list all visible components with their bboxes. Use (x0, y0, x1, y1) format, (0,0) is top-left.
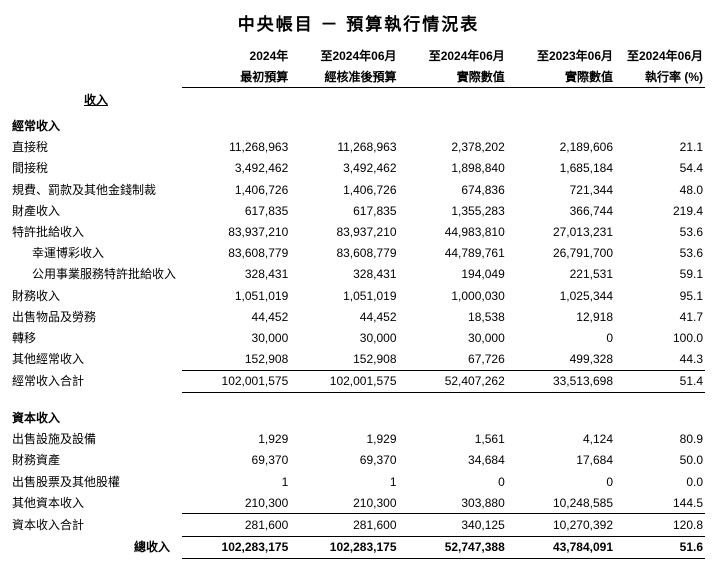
col5-header-l1: 至2024年06月 (615, 45, 705, 66)
table-row: 特許批給收入83,937,21083,937,21044,983,81027,0… (12, 222, 705, 243)
subtotal-row: 經常收入合計102,001,575102,001,57552,407,26233… (12, 370, 705, 392)
page-title: 中央帳目 － 預算執行情況表 (12, 10, 705, 35)
subtotal-row: 資本收入合計281,600281,600340,12510,270,392120… (12, 514, 705, 536)
col4-header-l2: 實際數值 (507, 66, 615, 88)
table-row: 出售股票及其他股權11000.0 (12, 471, 705, 492)
table-row: 直接稅11,268,96311,268,9632,378,2022,189,60… (12, 137, 705, 158)
table-row: 幸運博彩收入83,608,77983,608,77944,789,76126,7… (12, 243, 705, 264)
col3-header-l1: 至2024年06月 (399, 45, 507, 66)
table-row: 出售設施及設備1,9291,9291,5614,12480.9 (12, 429, 705, 450)
budget-table: 2024年 至2024年06月 至2024年06月 至2023年06月 至202… (12, 45, 705, 559)
table-row: 間接稅3,492,4623,492,4621,898,8401,685,1845… (12, 158, 705, 179)
section-revenue: 收入 (12, 88, 182, 112)
table-row: 公用事業服務特許批給收入328,431328,431194,049221,531… (12, 264, 705, 285)
table-row: 財務資產69,37069,37034,68417,68450.0 (12, 450, 705, 471)
col2-header-l1: 至2024年06月 (290, 45, 398, 66)
col1-header-l2: 最初預算 (182, 66, 290, 88)
col1-header-l1: 2024年 (182, 45, 290, 66)
table-row: 財產收入617,835617,8351,355,283366,744219.4 (12, 200, 705, 221)
col4-header-l1: 至2023年06月 (507, 45, 615, 66)
table-row: 其他經常收入152,908152,90867,726499,32844.3 (12, 349, 705, 371)
table-row: 財務收入1,051,0191,051,0191,000,0301,025,344… (12, 285, 705, 306)
table-row: 出售物品及勞務44,45244,45218,53812,91841.7 (12, 306, 705, 327)
table-row: 轉移30,00030,00030,0000100.0 (12, 327, 705, 348)
section-capital: 資本收入 (12, 404, 182, 429)
table-row: 規費、罰款及其他金錢制裁1,406,7261,406,726674,836721… (12, 179, 705, 200)
col3-header-l2: 實際數值 (399, 66, 507, 88)
section-recurrent: 經常收入 (12, 112, 182, 137)
table-row: 其他資本收入210,300210,300303,88010,248,585144… (12, 492, 705, 514)
grandtotal-row: 總收入102,283,175102,283,17552,747,38843,78… (12, 536, 705, 558)
col2-header-l2: 經核准後預算 (290, 66, 398, 88)
col5-header-l2: 執行率 (%) (615, 66, 705, 88)
